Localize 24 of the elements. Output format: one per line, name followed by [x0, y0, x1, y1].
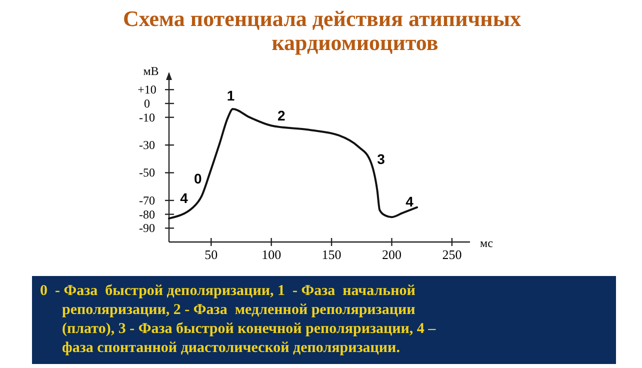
y-tick-label: -70	[139, 193, 155, 208]
x-axis-title: мс	[480, 236, 493, 250]
annotation: 4	[406, 194, 414, 210]
y-tick-label: -90	[139, 221, 155, 236]
annotation: 1	[226, 88, 235, 104]
y-tick-label: -10	[139, 110, 155, 124]
annotation: 2	[277, 107, 286, 124]
y-tick-label: 0	[144, 96, 150, 110]
annotation: 0	[194, 170, 202, 186]
y-tick-label: -80	[139, 207, 155, 222]
x-tick-label: 150	[322, 247, 342, 262]
y-tick-label: -50	[139, 166, 155, 180]
line-series	[168, 108, 418, 220]
y-axis-title: мВ	[143, 64, 159, 78]
x-tick-label: 50	[204, 247, 218, 262]
x-tick-label: 200	[382, 247, 402, 262]
x-tick-label: 250	[442, 247, 462, 262]
y-tick-label: -30	[139, 138, 155, 152]
chart-title: Схема потенциала действия атипичных кардиомиоцитов	[122, 6, 522, 55]
annotation: 4	[180, 190, 188, 206]
x-tick-label: 100	[262, 247, 282, 262]
text: 0 - Фаза быстрой деполяризации, 1 - Фаза начальной реполяризации, 2 - Фаза медленной реполяризации (плато), 3 - Фаза быстрой конечной реполяризации, 4 – фаза спонтанной диастолической деполяризации.	[40, 283, 436, 356]
annotation: 3	[377, 150, 386, 167]
y-tick-label: +10	[138, 82, 156, 97]
